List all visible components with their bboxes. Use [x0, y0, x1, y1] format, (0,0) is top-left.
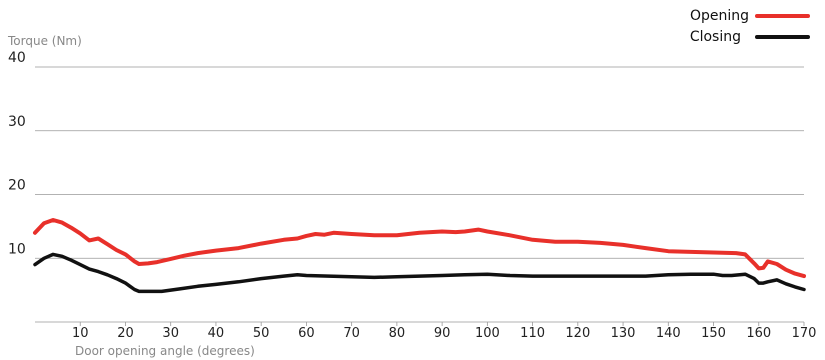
x-tick-label: 20 [117, 326, 134, 341]
x-tick-label: 30 [162, 326, 179, 341]
x-tick-label: 110 [520, 326, 545, 341]
x-tick-label: 120 [565, 326, 590, 341]
series-lines [33, 218, 806, 294]
y-tick-label: 30 [8, 114, 26, 130]
legend-label-closing: Closing [690, 29, 741, 45]
y-tick-label: 10 [8, 241, 26, 257]
y-tick-labels: 10 20 30 40 [8, 50, 26, 257]
x-tick-label: 10 [72, 326, 89, 341]
x-tick-label: 80 [389, 326, 406, 341]
y-tick-label: 20 [8, 178, 26, 194]
x-tick-label: 170 [792, 326, 817, 341]
x-tick-label: 70 [343, 326, 360, 341]
x-tick-labels: 10 20 30 40 50 60 70 80 90 100 110 120 130 140 150 160 1… [72, 322, 816, 341]
y-tick-label: 40 [8, 50, 26, 66]
legend: Opening Closing [690, 8, 810, 45]
x-axis-title: Door opening angle (degrees) [75, 344, 255, 358]
legend-label-opening: Opening [690, 8, 749, 24]
x-tick-label: 150 [701, 326, 726, 341]
series-line-closing [33, 252, 806, 294]
x-tick-label: 100 [475, 326, 500, 341]
x-tick-label: 140 [656, 326, 681, 341]
y-axis-title: Torque (Nm) [7, 34, 82, 48]
grid-lines [35, 66, 804, 323]
x-tick-label: 60 [298, 326, 315, 341]
series-line-opening [33, 218, 806, 279]
x-tick-label: 50 [253, 326, 270, 341]
x-tick-label: 130 [611, 326, 636, 341]
x-tick-label: 40 [208, 326, 225, 341]
x-tick-label: 160 [746, 326, 771, 341]
x-tick-label: 90 [434, 326, 451, 341]
